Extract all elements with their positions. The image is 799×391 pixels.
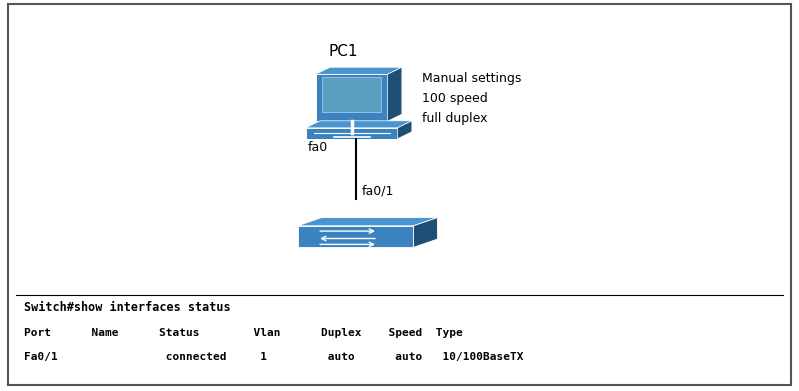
Text: PC1: PC1 [329, 44, 358, 59]
Text: fa0/1: fa0/1 [362, 185, 395, 197]
Text: Switch#show interfaces status: Switch#show interfaces status [24, 301, 231, 314]
Polygon shape [316, 74, 388, 121]
Polygon shape [305, 128, 398, 139]
Text: Manual settings
100 speed
full duplex: Manual settings 100 speed full duplex [422, 72, 521, 126]
Text: Fa0/1                connected     1         auto      auto   10/100BaseTX: Fa0/1 connected 1 auto auto 10/100BaseTX [24, 352, 523, 362]
Polygon shape [398, 121, 412, 139]
Text: fa0: fa0 [308, 141, 328, 154]
Polygon shape [322, 77, 381, 112]
Polygon shape [297, 226, 414, 248]
Polygon shape [388, 67, 402, 121]
Polygon shape [414, 217, 438, 248]
Polygon shape [305, 121, 412, 128]
Polygon shape [297, 217, 438, 226]
Polygon shape [316, 67, 402, 74]
Text: Port      Name      Status        Vlan      Duplex    Speed  Type: Port Name Status Vlan Duplex Speed Type [24, 328, 463, 339]
